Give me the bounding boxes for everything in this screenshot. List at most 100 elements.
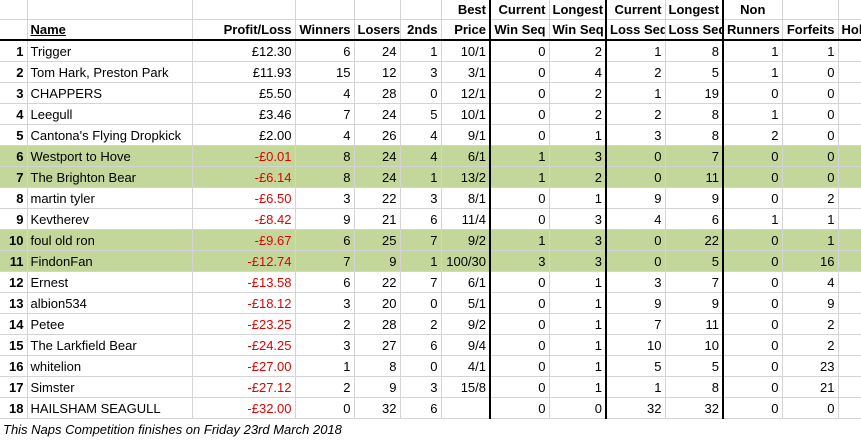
current-loss-seq-cell: 1 [606,83,665,104]
name-cell: Westport to Hove [27,146,192,167]
profit-cell: £3.46 [192,104,295,125]
forfeits-cell: 2 [782,188,838,209]
profit-cell: -£0.01 [192,146,295,167]
losers-cell: 25 [354,230,400,251]
losers-cell: 22 [354,272,400,293]
position-cell: 14 [0,314,27,335]
position-cell: 18 [0,398,27,419]
price-cell: 5/1 [441,293,490,314]
price-cell: 11/4 [441,209,490,230]
current-loss-seq-cell: 0 [606,251,665,272]
winners-cell: 4 [295,125,354,146]
position-cell: 12 [0,272,27,293]
name-cell: The Brighton Bear [27,167,192,188]
longest-loss-seq-cell: 8 [665,125,723,146]
current-win-header: Current [490,0,549,20]
profit-cell: £12.30 [192,40,295,62]
name-cell: Tom Hark, Preston Park [27,62,192,83]
seconds-cell: 3 [400,188,441,209]
longest-win-seq-cell: 1 [549,188,606,209]
seconds-cell: 0 [400,356,441,377]
price-cell: 3/1 [441,62,490,83]
current-win-seq-cell: 0 [490,209,549,230]
longest-loss-seq-cell: 32 [665,398,723,419]
header-row-2: Name Profit/Loss Winners Losers 2nds Pri… [0,20,861,41]
name-cell: Simster [27,377,192,398]
current-loss-header: Current [606,0,665,20]
current-win-seq-cell: 0 [490,104,549,125]
current-win-seq-cell: 1 [490,167,549,188]
non-runners-cell: 0 [723,230,782,251]
current-win-seq-cell: 1 [490,146,549,167]
current-win-seq-cell: 0 [490,188,549,209]
position-cell: 3 [0,83,27,104]
forfeits-cell: 0 [782,104,838,125]
non-header: Non [723,0,782,20]
longest-win-seq-cell: 3 [549,209,606,230]
current-win-seq-cell: 0 [490,62,549,83]
holiday-cell: 0 [838,314,861,335]
winners-cell: 6 [295,272,354,293]
current-loss-seq-cell: 0 [606,167,665,188]
longest-win-header: Longest [549,0,606,20]
current-win-seq-header: Win Seq [490,20,549,41]
longest-loss-seq-cell: 5 [665,356,723,377]
longest-loss-header: Longest [665,0,723,20]
longest-win-seq-cell: 4 [549,62,606,83]
seconds-cell: 2 [400,314,441,335]
holiday-cell: 0 [838,377,861,398]
profit-cell: -£12.74 [192,251,295,272]
current-win-seq-cell: 0 [490,377,549,398]
name-cell: Cantona's Flying Dropkick [27,125,192,146]
losers-cell: 12 [354,62,400,83]
holiday-cell: 0 [838,146,861,167]
forfeits-cell: 1 [782,40,838,62]
name-cell: albion534 [27,293,192,314]
non-runners-cell: 0 [723,314,782,335]
non-runners-cell: 0 [723,356,782,377]
longest-win-seq-cell: 3 [549,146,606,167]
longest-loss-seq-cell: 11 [665,314,723,335]
non-runners-cell: 1 [723,62,782,83]
profit-cell: -£24.25 [192,335,295,356]
longest-win-seq-cell: 1 [549,335,606,356]
forfeits-cell: 23 [782,356,838,377]
name-cell: Kevtherev [27,209,192,230]
profit-header: Profit/Loss [192,20,295,41]
position-cell: 8 [0,188,27,209]
forfeits-cell: 0 [782,398,838,419]
position-cell: 6 [0,146,27,167]
profit-cell: £11.93 [192,62,295,83]
longest-win-seq-cell: 3 [549,230,606,251]
holiday-cell: 0 [838,40,861,62]
non-runners-cell: 2 [723,125,782,146]
holiday-cell: 0 [838,251,861,272]
non-runners-cell: 0 [723,188,782,209]
name-cell: CHAPPERS [27,83,192,104]
holiday-cell: 0 [838,272,861,293]
current-loss-seq-header: Loss Seq [606,20,665,41]
current-loss-seq-cell: 1 [606,377,665,398]
losers-cell: 8 [354,356,400,377]
price-cell: 15/8 [441,377,490,398]
price-cell: 8/1 [441,188,490,209]
longest-win-seq-cell: 1 [549,314,606,335]
current-loss-seq-cell: 10 [606,335,665,356]
non-runners-cell: 0 [723,293,782,314]
footer-note: This Naps Competition finishes on Friday… [0,419,861,441]
winners-cell: 8 [295,146,354,167]
naps-league-sheet: Best Current Longest Current Longest Non… [0,0,861,426]
header-row-1: Best Current Longest Current Longest Non [0,0,861,20]
current-loss-seq-cell: 32 [606,398,665,419]
name-cell: Leegull [27,104,192,125]
holiday-cell: 4 [838,62,861,83]
name-cell: whitelion [27,356,192,377]
current-loss-seq-cell: 3 [606,272,665,293]
